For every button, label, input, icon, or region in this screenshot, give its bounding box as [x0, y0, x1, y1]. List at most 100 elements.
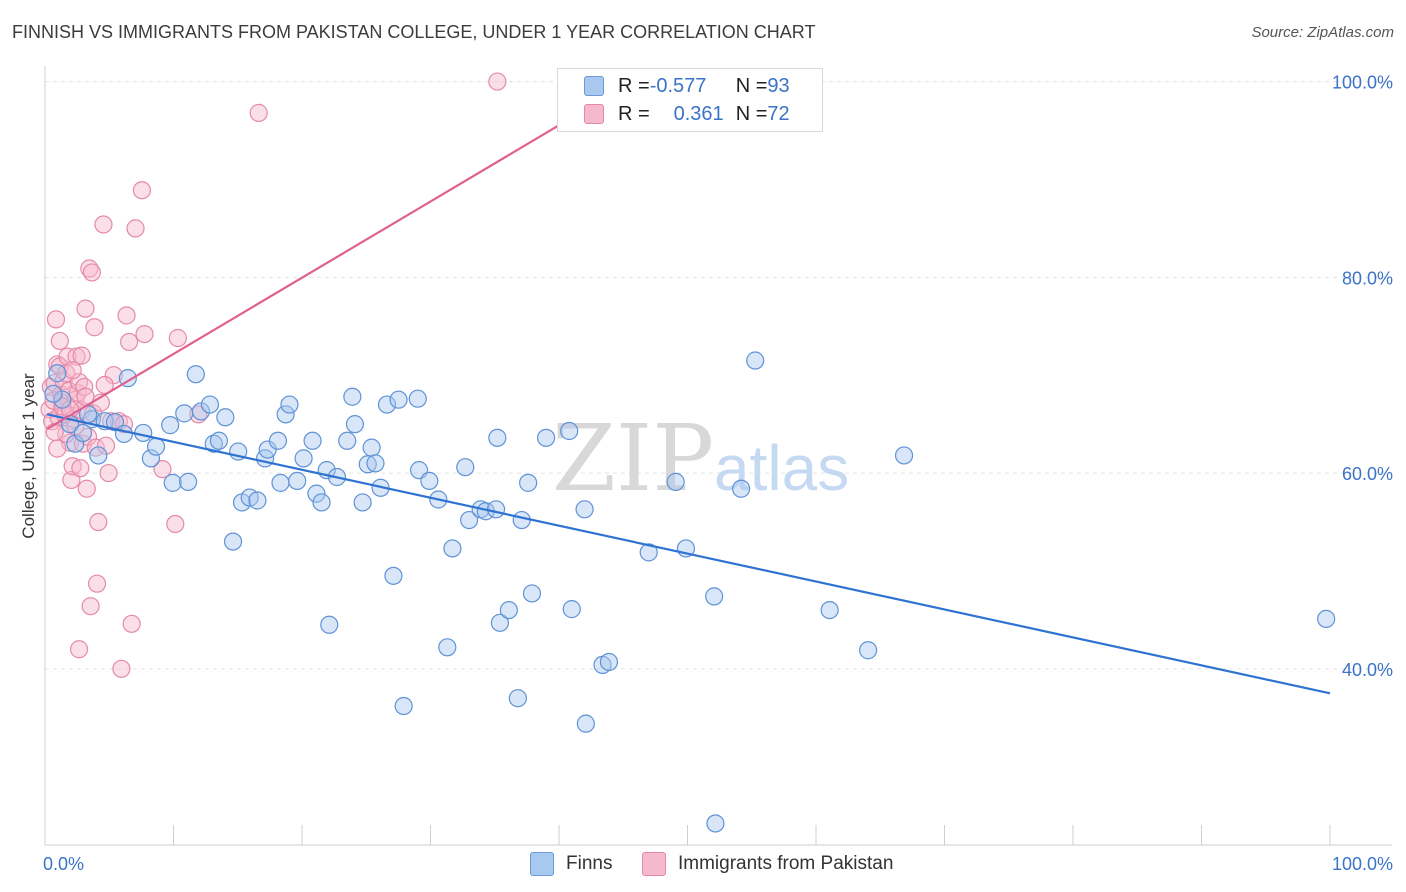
- pakistan-point: [126, 219, 145, 238]
- pakistan-point: [67, 347, 86, 366]
- pakistan-point: [76, 299, 95, 318]
- legend-item-pakistan[interactable]: Immigrants from Pakistan: [642, 852, 893, 876]
- finns-point: [204, 434, 223, 453]
- finns-point: [408, 389, 427, 408]
- finns-point: [48, 364, 67, 383]
- pakistan-point: [81, 597, 100, 616]
- x-tick-label-min: 0.0%: [43, 854, 84, 874]
- stats-row-finns: R = -0.577 N = 93: [584, 73, 790, 99]
- gridlines: [45, 81, 1392, 670]
- legend-item-finns[interactable]: Finns: [530, 852, 612, 876]
- finns-point: [146, 437, 166, 456]
- series-pakistan-points: [40, 72, 507, 678]
- finns-point: [294, 449, 313, 468]
- finns-point: [89, 446, 108, 465]
- pakistan-point: [112, 659, 131, 678]
- finns-point: [179, 472, 198, 491]
- finns-point: [366, 454, 385, 473]
- finns-point: [248, 491, 267, 510]
- finns-point: [338, 431, 357, 450]
- n-value: 72: [767, 102, 790, 125]
- pakistan-point: [82, 263, 102, 282]
- finns-point: [705, 587, 724, 606]
- finns-point: [114, 424, 134, 444]
- finns-point: [394, 696, 413, 716]
- pakistan-point: [69, 640, 89, 659]
- finns-legend-swatch: [530, 852, 554, 876]
- finns-point: [456, 458, 475, 477]
- finns-point: [732, 479, 751, 498]
- finns-point: [389, 390, 408, 409]
- finns-point: [268, 431, 288, 450]
- pakistan-point: [189, 405, 208, 424]
- n-value: 93: [767, 74, 790, 97]
- pakistan-point: [45, 422, 64, 442]
- finns-point: [345, 415, 365, 434]
- finns-point: [44, 384, 63, 403]
- finns-point: [562, 600, 581, 619]
- finns-point: [443, 539, 462, 558]
- pakistan-point: [95, 375, 114, 395]
- finns-point: [377, 395, 397, 414]
- pakistan-point: [135, 324, 154, 344]
- finns-point: [536, 428, 556, 447]
- pakistan-legend-swatch: [642, 852, 666, 876]
- pakistan-point: [77, 479, 96, 498]
- r-value: 0.361: [673, 102, 724, 125]
- finns-point: [163, 473, 182, 492]
- pakistan-point: [89, 512, 108, 532]
- trend-lines: [46, 119, 1331, 695]
- finns-point: [175, 404, 194, 423]
- pakistan-point: [153, 460, 172, 479]
- pakistan-swatch: [584, 104, 604, 124]
- y-axis-label: College, Under 1 year: [19, 373, 38, 539]
- chart-title: FINNISH VS IMMIGRANTS FROM PAKISTAN COLL…: [12, 22, 816, 42]
- pakistan-point: [75, 377, 94, 397]
- r-label: R =: [618, 102, 650, 125]
- pakistan-trend-line: [46, 119, 568, 430]
- finns-point: [420, 471, 439, 491]
- y-tick-label: 80.0%: [1342, 268, 1393, 288]
- finns-point: [216, 408, 235, 427]
- finns-point: [362, 438, 381, 457]
- pakistan-point: [117, 306, 136, 325]
- n-label: N =: [735, 74, 768, 97]
- finns-point: [312, 493, 331, 512]
- finns-point: [639, 543, 658, 562]
- pakistan-point: [50, 331, 69, 351]
- finns-point: [320, 615, 339, 634]
- finns-point: [575, 500, 594, 519]
- finns-point: [223, 532, 243, 551]
- finns-point: [488, 428, 507, 447]
- finns-point: [209, 431, 229, 450]
- finns-point: [522, 584, 542, 603]
- pakistan-point: [166, 514, 185, 534]
- finns-point: [271, 473, 290, 492]
- finns-point: [508, 689, 527, 708]
- finns-point: [191, 402, 211, 421]
- pakistan-point: [87, 574, 107, 593]
- watermark-zip: ZIP: [552, 405, 714, 512]
- finns-point: [353, 493, 372, 512]
- pakistan-point: [96, 436, 116, 455]
- pakistan-point: [46, 310, 66, 329]
- pakistan-point: [168, 328, 187, 348]
- finns-point: [894, 446, 914, 465]
- y-tick-label: 60.0%: [1342, 464, 1393, 484]
- axes: [44, 66, 1392, 846]
- finns-point: [490, 613, 509, 632]
- pakistan-point: [249, 103, 268, 122]
- r-value: -0.577: [649, 74, 707, 97]
- finns-point: [303, 431, 322, 450]
- finns-point: [519, 473, 538, 492]
- finns-point: [186, 365, 205, 384]
- finns-point: [460, 510, 479, 530]
- stats-legend: R = -0.577 N = 93 R = 0.361 N = 72: [557, 68, 823, 132]
- watermark-atlas: atlas: [714, 432, 849, 504]
- finns-point: [200, 395, 220, 414]
- tick-labels: 40.0% 60.0% 80.0% 100.0% 0.0% 100.0%: [43, 73, 1393, 874]
- pakistan-point: [114, 415, 134, 434]
- finns-point: [384, 566, 403, 585]
- source-label: Source: ZipAtlas.com: [1251, 24, 1394, 41]
